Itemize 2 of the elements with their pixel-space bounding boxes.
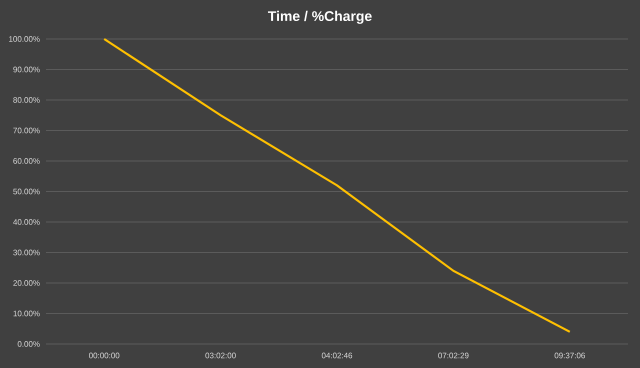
line-series — [103, 38, 571, 333]
chart-title: Time / %Charge — [268, 10, 372, 24]
